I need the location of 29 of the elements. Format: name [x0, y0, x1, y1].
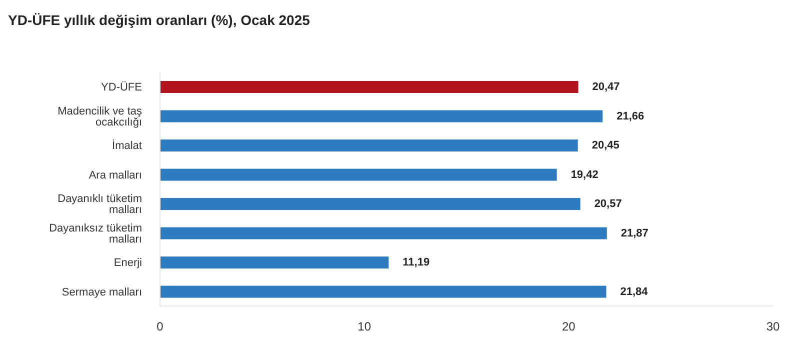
bar [160, 227, 607, 240]
y-tick-label: Dayanıksız tüketim malları [49, 222, 142, 246]
bar [160, 198, 580, 210]
data-label: 19,42 [570, 168, 598, 181]
data-label: 20,45 [592, 140, 620, 152]
data-label: 11,19 [402, 256, 430, 268]
data-label: 20,47 [592, 81, 620, 93]
data-label: 20,57 [594, 198, 622, 210]
y-tick-label: Dayanıklı tüketim malları [58, 193, 142, 216]
x-tick-label: 0 [156, 320, 164, 334]
y-tick-label: YD-ÜFE [101, 80, 142, 94]
data-label: 21,66 [616, 110, 644, 122]
y-tick-label: Ara malları [88, 169, 142, 182]
data-label: 21,87 [620, 227, 648, 240]
bar [160, 110, 603, 122]
x-tick-label: 10 [358, 320, 372, 334]
y-tick-label: Sermaye malları [62, 286, 142, 298]
y-tick-label: Madencilik ve taş ocakcılığı [58, 105, 142, 128]
bar [160, 81, 578, 93]
y-tick-label: İmalat [112, 139, 142, 152]
chart-title: YD-ÜFE yıllık değişim oranları (%), Ocak 2025 [8, 12, 310, 28]
x-tick-label: 20 [562, 320, 576, 334]
data-label: 21,84 [620, 286, 649, 298]
bar [160, 140, 578, 152]
bar [160, 256, 389, 268]
bar [160, 168, 557, 181]
bar [160, 286, 606, 298]
y-tick-label: Enerji [114, 257, 142, 270]
x-tick-label: 30 [766, 320, 780, 334]
